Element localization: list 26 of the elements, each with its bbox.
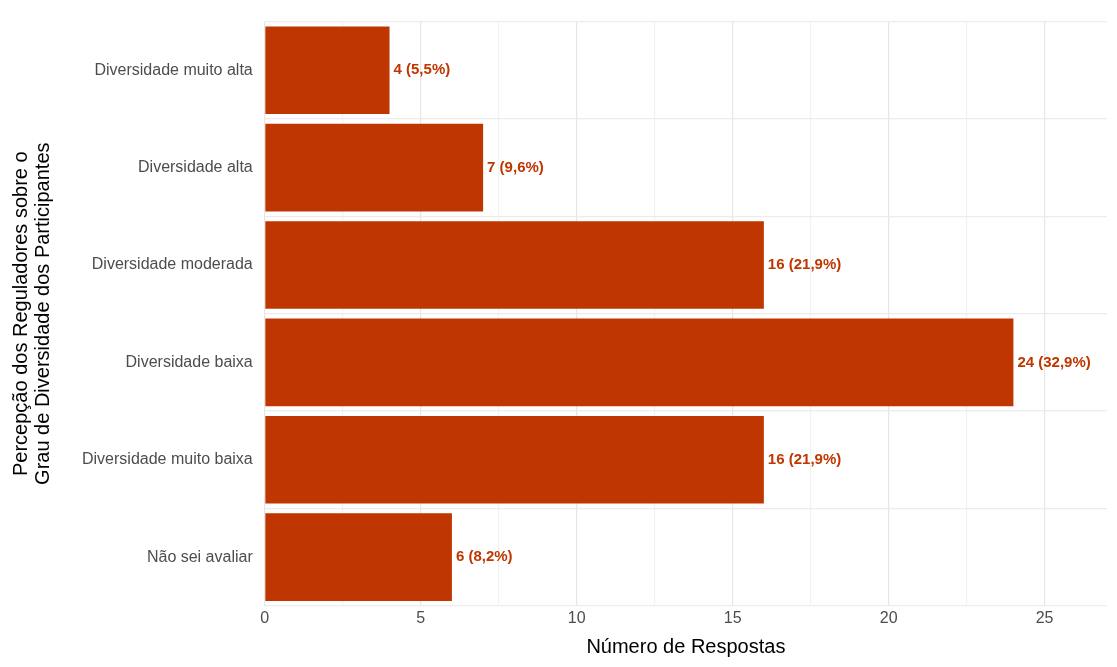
x-tick-label: 15 [723, 608, 742, 626]
bar [265, 123, 484, 212]
x-tick-label: 10 [567, 608, 586, 626]
x-tick-label: 25 [1035, 608, 1054, 626]
bar [265, 415, 764, 504]
bar [265, 318, 1014, 407]
data-label: 4 (5,5%) [393, 60, 451, 78]
data-label: 24 (32,9%) [1017, 352, 1091, 370]
bar [265, 221, 764, 309]
data-label: 7 (9,6%) [487, 157, 544, 175]
y-tick-label: Diversidade muito alta [94, 60, 253, 78]
y-tick-label: Diversidade moderada [91, 255, 253, 273]
y-tick-label: Diversidade baixa [125, 352, 253, 370]
x-tick-label: 20 [879, 608, 898, 626]
y-tick-label: Não sei avaliar [146, 547, 254, 565]
bar [265, 513, 452, 601]
data-label: 6 (8,2%) [455, 547, 513, 565]
data-label: 16 (21,9%) [767, 449, 842, 467]
y-tick-label: Diversidade muito baixa [82, 450, 253, 468]
x-axis-title: Número de Respostas [586, 634, 786, 657]
y-axis-title: Percepção dos Reguladores sobre o Grau de Diversidade dos Participantes [8, 142, 53, 485]
y-tick-label: Diversidade alta [138, 158, 253, 176]
bar [265, 26, 390, 115]
x-tick-label: 5 [416, 608, 426, 626]
x-tick-label: 0 [260, 608, 270, 626]
data-label: 16 (21,9%) [767, 255, 842, 273]
